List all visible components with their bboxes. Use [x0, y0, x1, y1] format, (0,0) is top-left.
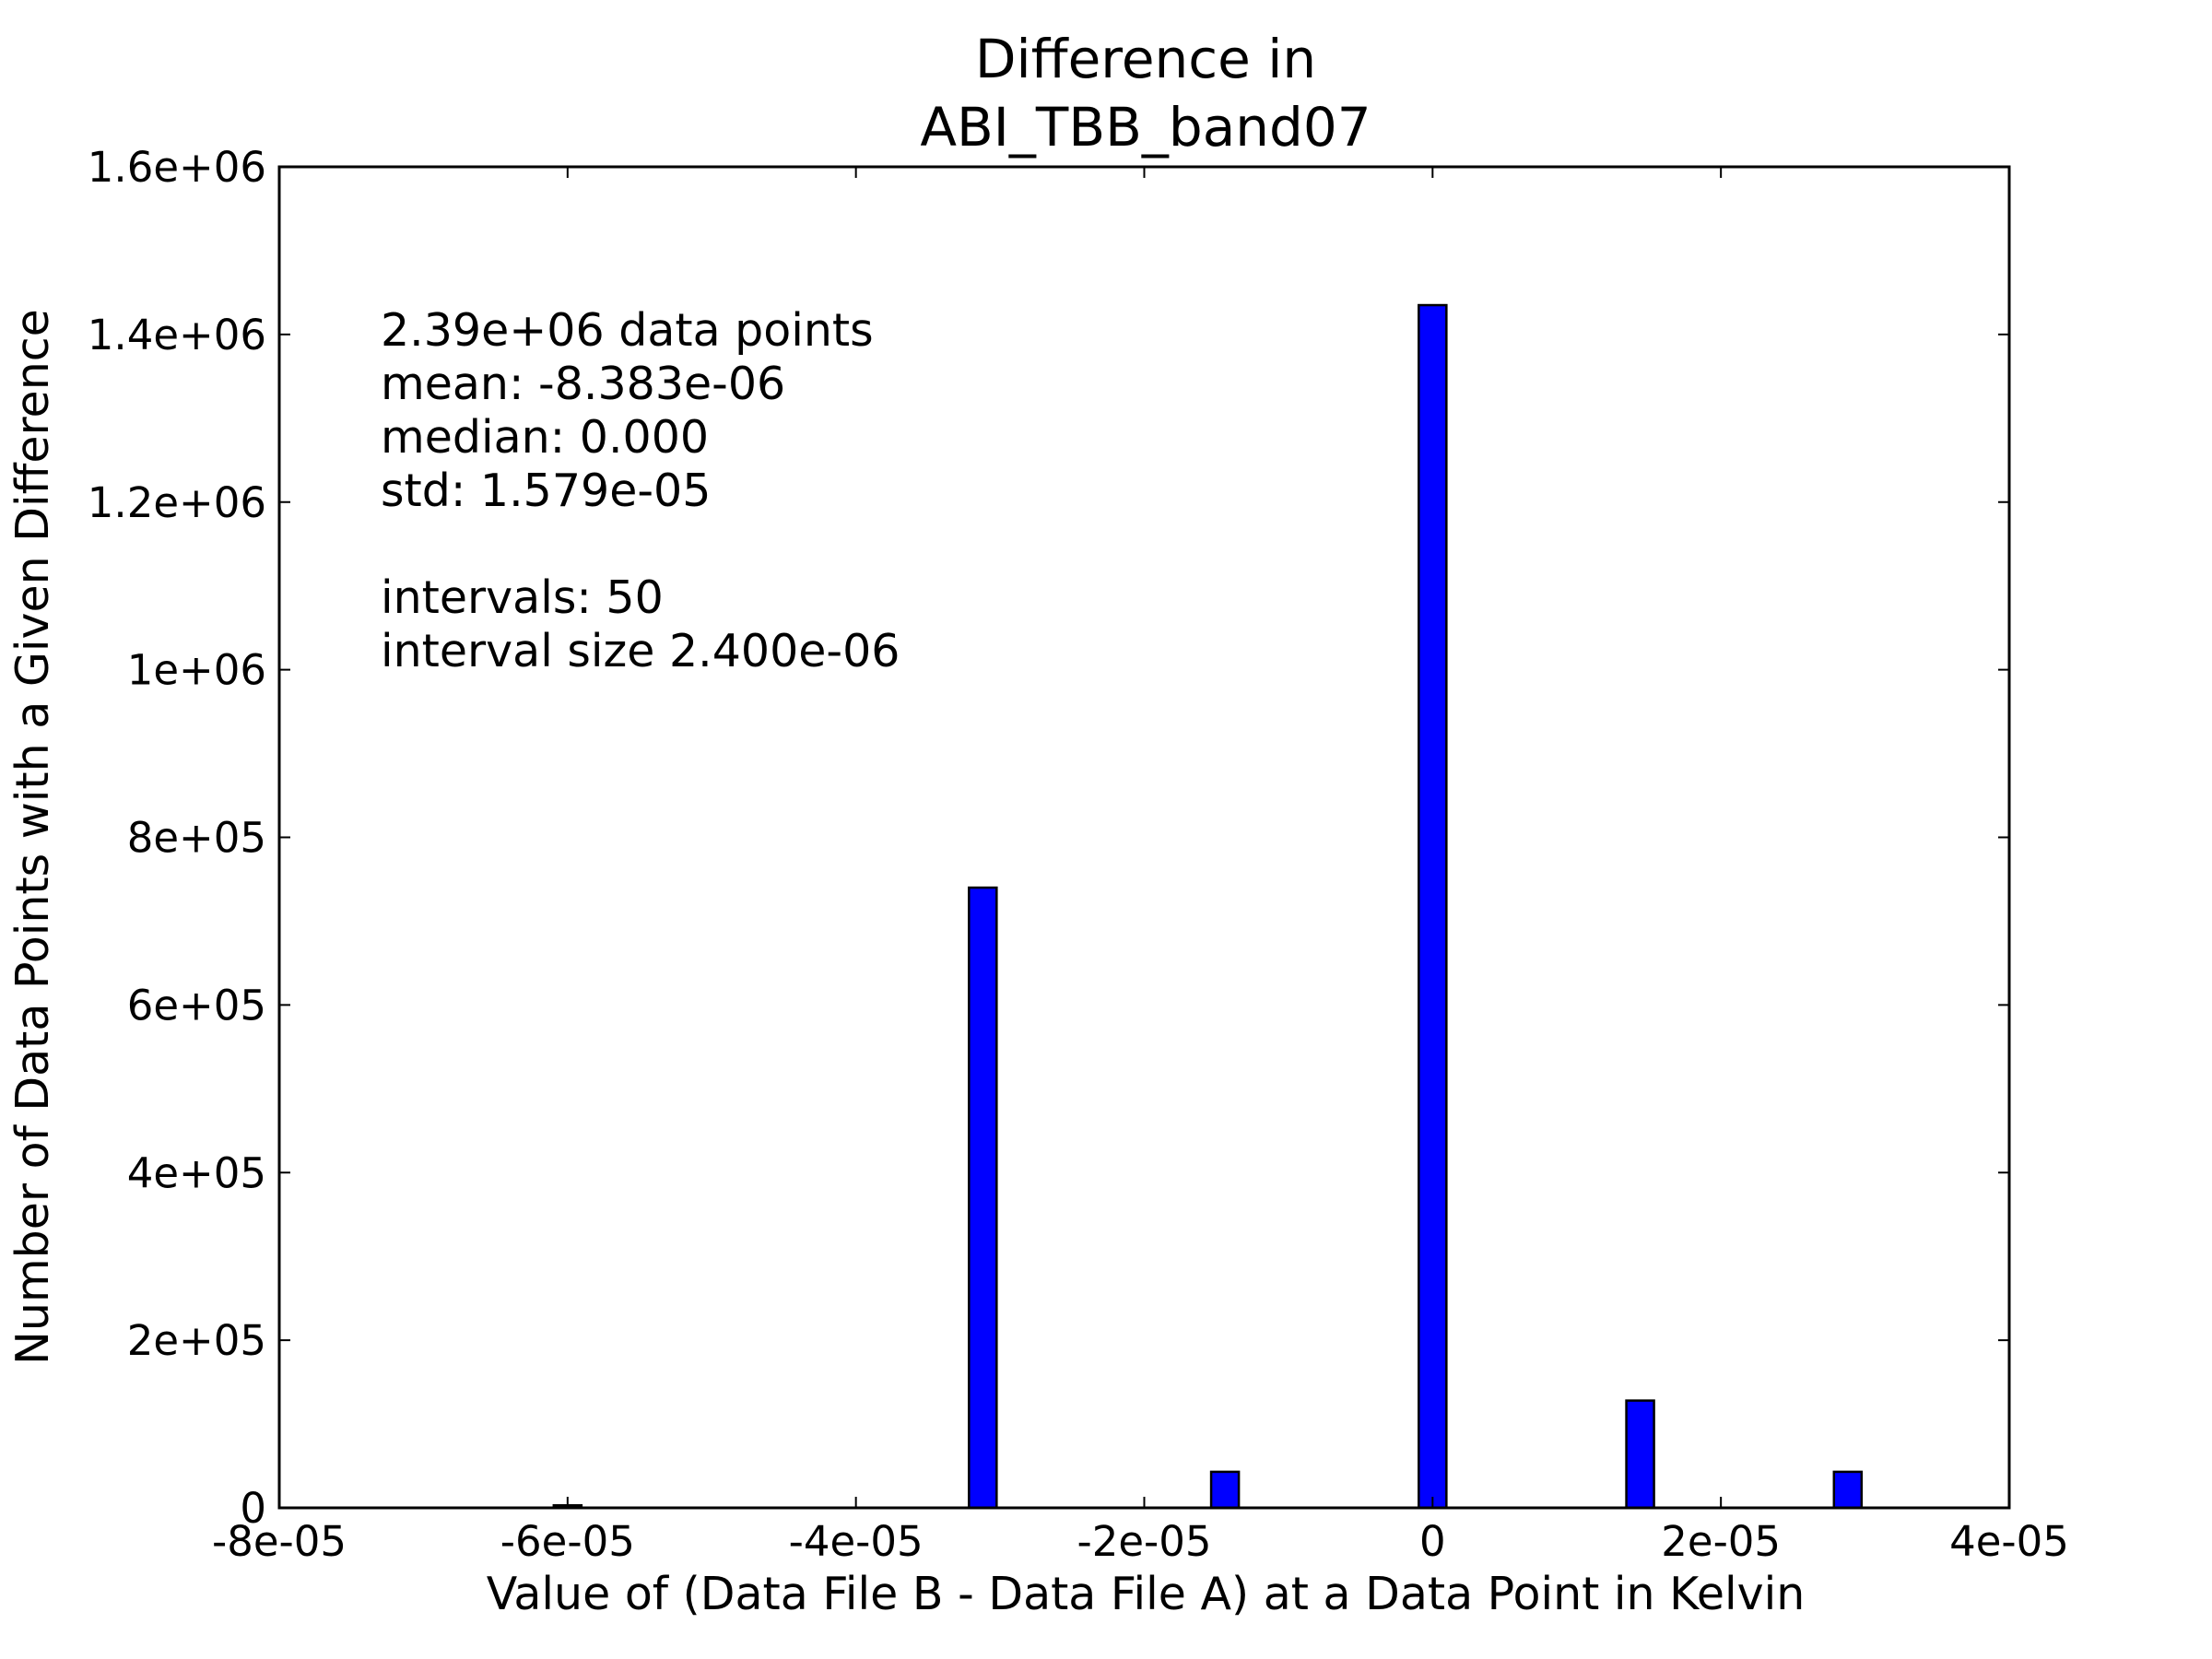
- y-tick-label: 1e+06: [127, 646, 266, 695]
- x-axis-label: Value of (Data File B - Data File A) at …: [487, 1568, 1806, 1620]
- stats-annotation: mean: -8.383e-06: [381, 358, 785, 410]
- bar: [1418, 303, 1448, 1510]
- y-axis-label: Number of Data Points with a Given Diffe…: [6, 309, 59, 1365]
- stats-annotation: median: 0.000: [381, 411, 709, 464]
- chart-title: Difference in: [975, 28, 1316, 90]
- stats-annotation: std: 1.579e-05: [381, 465, 711, 517]
- x-tick-label: 4e-05: [1949, 1517, 2069, 1566]
- y-tick-label: 0: [240, 1484, 266, 1533]
- stats-annotation: 2.39e+06 data points: [381, 304, 874, 357]
- y-tick-label: 6e+05: [127, 981, 266, 1030]
- y-tick-label: 1.6e+06: [88, 143, 266, 192]
- x-tick-label: 0: [1419, 1517, 1446, 1566]
- chart-title: ABI_TBB_band07: [920, 96, 1371, 159]
- bar: [1625, 1399, 1655, 1510]
- x-tick-label: -2e-05: [1077, 1517, 1211, 1566]
- bar: [1832, 1470, 1864, 1510]
- x-tick-label: -8e-05: [212, 1517, 347, 1566]
- x-tick-label: 2e-05: [1661, 1517, 1781, 1566]
- bar: [968, 886, 998, 1510]
- stats-annotation: intervals: 50: [381, 571, 664, 624]
- plot-frame: [277, 165, 2011, 1510]
- x-tick-label: -6e-05: [500, 1517, 635, 1566]
- y-tick-label: 1.2e+06: [88, 478, 266, 527]
- y-tick-label: 4e+05: [127, 1148, 266, 1197]
- y-tick-label: 8e+05: [127, 814, 266, 863]
- bar: [1209, 1470, 1241, 1510]
- y-tick-label: 1.4e+06: [88, 311, 266, 359]
- x-tick-label: -4e-05: [789, 1517, 924, 1566]
- y-tick-label: 2e+05: [127, 1316, 266, 1365]
- stats-annotation: interval size 2.400e-06: [381, 625, 900, 677]
